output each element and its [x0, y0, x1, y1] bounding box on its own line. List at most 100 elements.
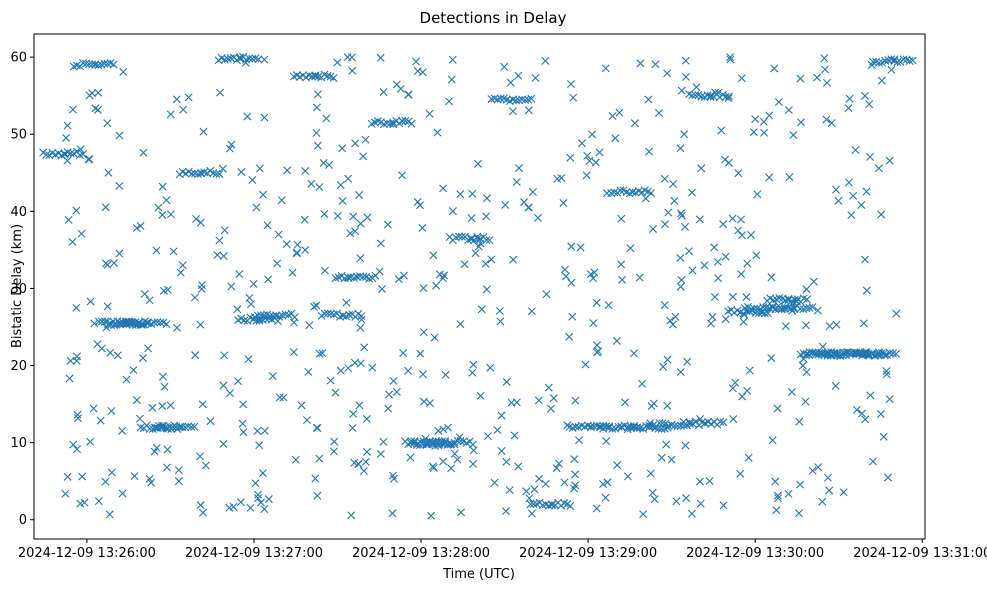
- data-point: [248, 175, 257, 184]
- data-point: [348, 424, 357, 432]
- data-point: [743, 259, 752, 268]
- data-point: [352, 272, 361, 281]
- data-point: [585, 156, 594, 165]
- y-axis: 0 10 20 30 40 50 60: [10, 51, 34, 528]
- data-point: [338, 196, 347, 205]
- data-point: [329, 74, 338, 83]
- data-point: [407, 119, 416, 128]
- data-point: [535, 474, 544, 483]
- data-point: [737, 74, 746, 83]
- data-point: [144, 344, 153, 353]
- data-point: [882, 370, 891, 379]
- data-point: [560, 478, 569, 487]
- data-point: [796, 74, 805, 83]
- data-point: [245, 54, 254, 63]
- data-point: [115, 181, 124, 190]
- data-point: [288, 268, 297, 277]
- data-point: [158, 372, 167, 381]
- data-point: [613, 461, 622, 470]
- data-point: [586, 270, 595, 279]
- data-point: [320, 309, 329, 318]
- data-point: [378, 284, 387, 293]
- data-point: [135, 414, 144, 423]
- data-point: [770, 64, 779, 73]
- data-point: [427, 511, 436, 520]
- data-point: [219, 439, 228, 448]
- data-point: [866, 152, 875, 161]
- data-point: [305, 321, 314, 330]
- data-point: [626, 244, 635, 253]
- data-point: [73, 414, 82, 423]
- data-point: [563, 421, 572, 430]
- data-point: [264, 314, 273, 323]
- data-point: [227, 282, 236, 291]
- data-point: [439, 274, 447, 283]
- data-point: [344, 174, 353, 183]
- data-point: [633, 423, 642, 432]
- data-point: [118, 489, 127, 498]
- data-point: [245, 293, 254, 302]
- data-point: [235, 270, 244, 279]
- data-point: [868, 457, 877, 466]
- data-point: [86, 297, 95, 306]
- data-point: [448, 207, 457, 216]
- data-point: [103, 119, 112, 128]
- data-point: [618, 275, 627, 284]
- data-point: [583, 151, 592, 160]
- data-point: [739, 317, 748, 326]
- data-point: [313, 491, 322, 500]
- data-point: [673, 421, 682, 430]
- data-point: [473, 234, 482, 243]
- data-point: [784, 489, 793, 498]
- data-point: [419, 284, 428, 293]
- data-point: [571, 396, 580, 405]
- data-point: [802, 304, 811, 313]
- data-point: [670, 421, 679, 430]
- data-point: [784, 106, 793, 115]
- data-point: [329, 447, 338, 456]
- data-point: [106, 348, 115, 357]
- data-point: [654, 108, 663, 117]
- data-point: [163, 445, 172, 454]
- data-point: [615, 108, 624, 117]
- data-point: [875, 349, 884, 358]
- data-point: [795, 417, 804, 426]
- data-point: [386, 119, 395, 128]
- data-point: [908, 56, 917, 65]
- data-point: [831, 381, 840, 390]
- data-point: [476, 239, 485, 248]
- data-point: [728, 384, 737, 393]
- data-point: [196, 501, 205, 510]
- data-point: [375, 267, 384, 276]
- data-point: [885, 395, 894, 404]
- data-point: [441, 370, 450, 379]
- data-point: [407, 437, 416, 446]
- data-point: [794, 509, 803, 518]
- data-point: [128, 318, 137, 327]
- data-point: [549, 394, 558, 403]
- data-point: [132, 224, 141, 232]
- data-point: [400, 271, 408, 280]
- data-point: [240, 316, 249, 325]
- data-point: [103, 302, 112, 311]
- data-point: [589, 319, 598, 328]
- data-point: [647, 402, 656, 411]
- data-point: [392, 80, 401, 89]
- data-point: [220, 226, 229, 235]
- data-point: [85, 91, 94, 100]
- data-point: [765, 173, 774, 182]
- data-point: [867, 61, 876, 70]
- data-point: [206, 417, 215, 426]
- data-point: [681, 72, 690, 81]
- data-point: [115, 131, 124, 140]
- data-point: [331, 274, 340, 283]
- data-point: [825, 322, 834, 330]
- data-point: [63, 472, 72, 481]
- data-point: [253, 427, 262, 435]
- data-point: [501, 507, 510, 516]
- data-point: [485, 236, 494, 245]
- data-point: [264, 275, 273, 284]
- data-point: [184, 93, 193, 102]
- data-point: [524, 95, 533, 104]
- data-point: [453, 455, 462, 464]
